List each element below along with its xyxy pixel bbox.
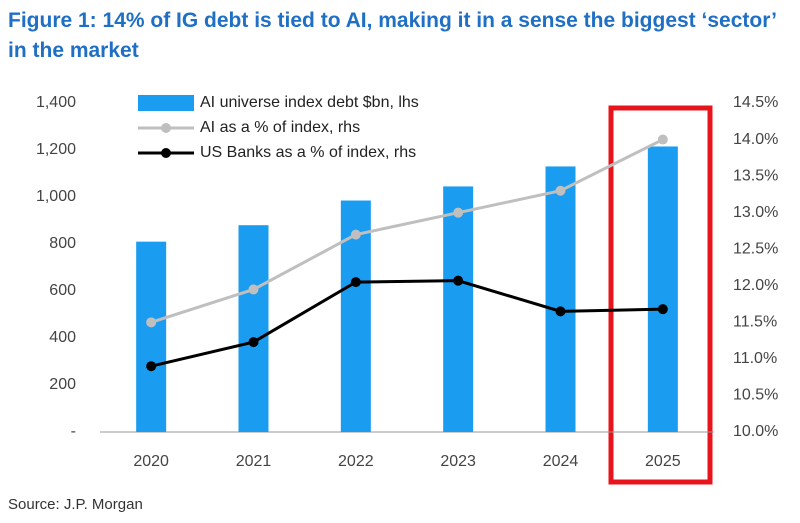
y2-tick-label: 10.0%: [733, 423, 778, 440]
y-tick-label: 800: [49, 235, 76, 252]
y-tick-label: 600: [49, 282, 76, 299]
line-marker: [453, 275, 464, 286]
x-tick-label: 2022: [338, 453, 374, 470]
y-tick-label: -: [71, 423, 76, 440]
y-tick-label: 400: [49, 329, 76, 346]
line-marker: [350, 277, 361, 288]
legend-swatch: [161, 123, 171, 133]
y2-tick-label: 14.5%: [733, 94, 778, 111]
y-tick-label: 1,200: [36, 141, 76, 158]
y-tick-label: 200: [49, 376, 76, 393]
y2-tick-label: 12.5%: [733, 240, 778, 257]
legend-swatch: [138, 95, 194, 111]
y2-tick-label: 12.0%: [733, 277, 778, 294]
chart-title: Figure 1: 14% of IG debt is tied to AI, …: [8, 9, 776, 62]
y2-tick-label: 13.0%: [733, 204, 778, 221]
line: [150, 279, 663, 368]
bar: [238, 225, 269, 432]
y2-tick-label: 13.5%: [733, 167, 778, 184]
x-tick-label: 2023: [440, 453, 476, 470]
x-tick-label: 2020: [133, 453, 169, 470]
bar: [136, 241, 167, 432]
line-marker: [555, 185, 566, 196]
x-tick-label: 2024: [543, 453, 579, 470]
x-tick-label: 2021: [236, 453, 272, 470]
line-marker: [350, 229, 361, 240]
line-marker: [146, 361, 157, 372]
legend-swatch: [161, 148, 171, 158]
y2-tick-label: 11.5%: [733, 314, 777, 331]
y-tick-label: 1,000: [36, 188, 76, 205]
legend-label: US Banks as a % of index, rhs: [200, 144, 416, 161]
line-marker: [146, 317, 157, 328]
line-marker: [657, 304, 668, 315]
legend-label: AI as a % of index, rhs: [200, 119, 360, 136]
highlight-box: [608, 105, 713, 485]
y-tick-label: 1,400: [36, 94, 76, 111]
bar: [545, 166, 576, 432]
chart: - 200 400 600 800 1,000 1,200 1,400 10.0% 10.5% 11…: [36, 94, 778, 485]
x-tick-label: 2025: [645, 453, 681, 470]
line: [150, 138, 664, 324]
line-marker: [453, 207, 464, 218]
bar: [647, 146, 678, 432]
bar: [443, 186, 474, 432]
line-marker: [657, 134, 668, 145]
legend-label: AI universe index debt $bn, lhs: [200, 94, 419, 111]
y2-tick-label: 10.5%: [733, 387, 778, 404]
y2-tick-label: 11.0%: [733, 350, 777, 367]
source: Source: J.P. Morgan: [8, 496, 143, 513]
line-marker: [555, 306, 566, 317]
y2-tick-label: 14.0%: [733, 131, 778, 148]
line-marker: [248, 337, 259, 348]
line-marker: [248, 284, 259, 295]
